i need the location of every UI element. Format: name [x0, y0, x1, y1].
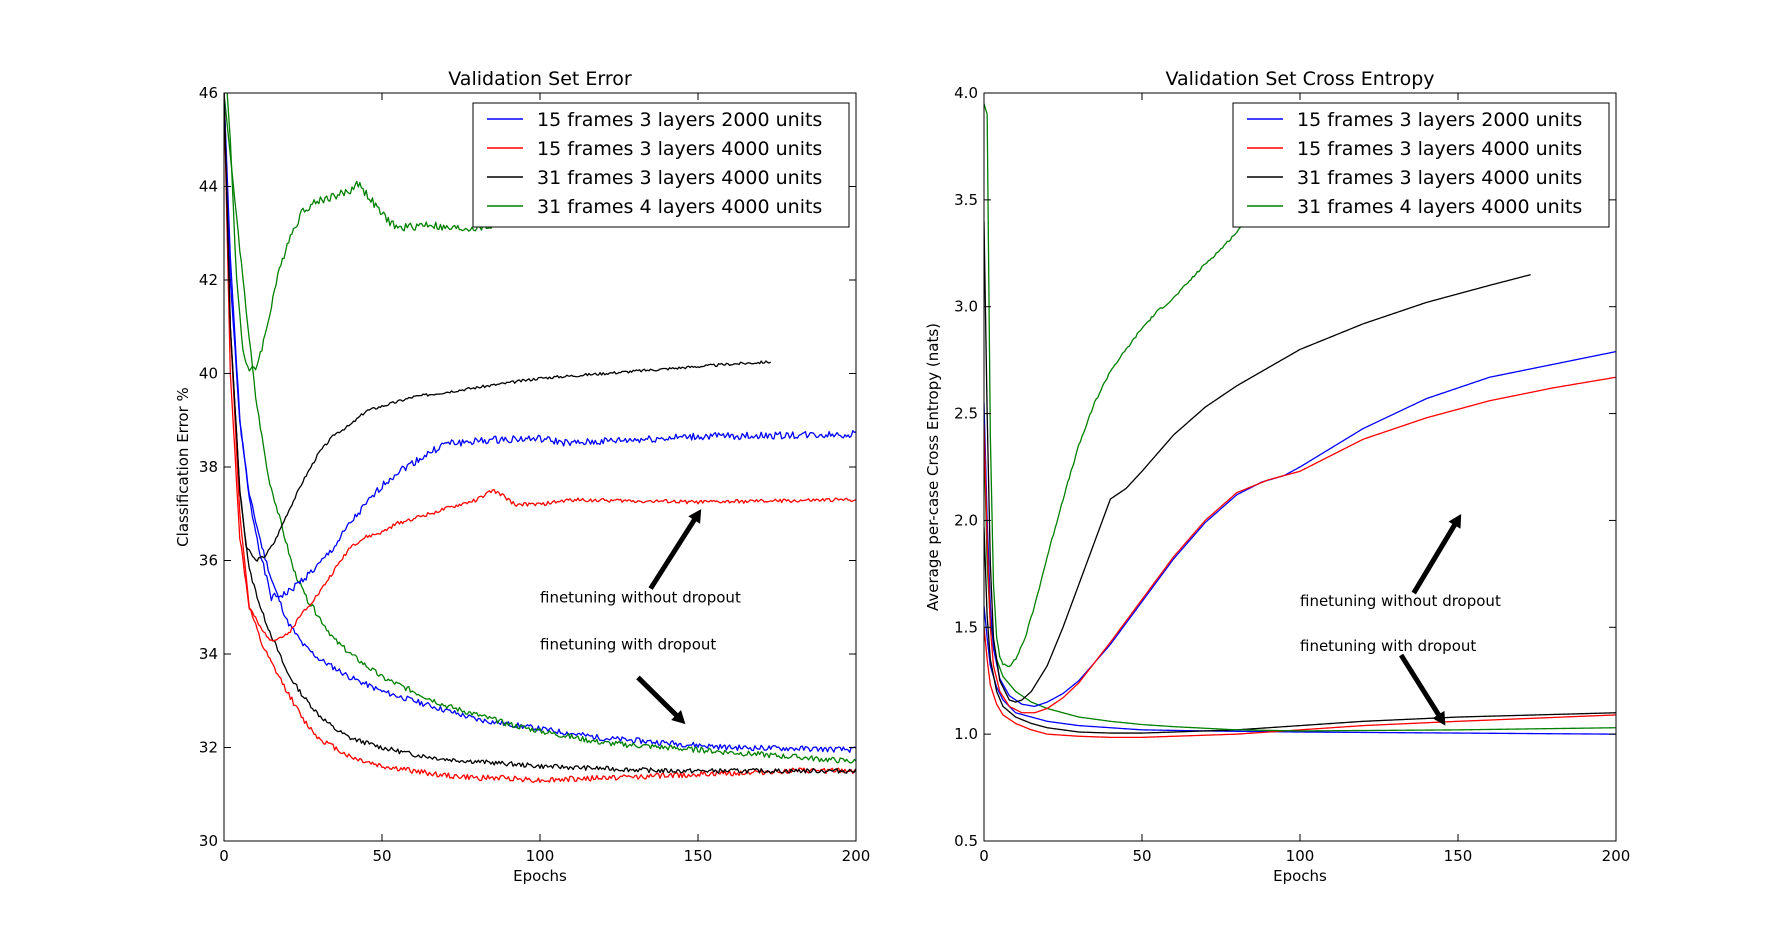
- legend-entry-15-frames-3-layers-4000-units: 15 frames 3 layers 4000 units: [537, 138, 822, 160]
- annotation-finetuning-with-dropout: finetuning with dropout: [540, 635, 716, 653]
- dropout-series-line-31-frames-4-layers-4000-units-dropout: [224, 93, 856, 764]
- y-tick-label: 32: [199, 739, 218, 757]
- y-tick-label: 1.5: [954, 618, 978, 636]
- dropout-series-line-15-frames-3-layers-4000-units-dropout: [224, 93, 856, 783]
- y-tick-label: 0.5: [954, 832, 978, 850]
- y-tick-label: 34: [199, 645, 218, 663]
- chart-title: Validation Set Cross Entropy: [1165, 68, 1434, 90]
- x-tick-label: 200: [1602, 847, 1631, 865]
- x-tick-label: 0: [979, 847, 989, 865]
- legend-entry-31-frames-3-layers-4000-units: 31 frames 3 layers 4000 units: [537, 167, 822, 189]
- y-tick-label: 30: [199, 832, 218, 850]
- y-axis-label: Average per-case Cross Entropy (nats): [924, 323, 942, 611]
- x-tick-label: 0: [219, 847, 229, 865]
- legend-entry-31-frames-4-layers-4000-units: 31 frames 4 layers 4000 units: [1297, 196, 1582, 218]
- legend: 15 frames 3 layers 2000 units 15 frames 3…: [472, 102, 850, 228]
- x-tick-label: 50: [372, 847, 391, 865]
- legend-box: [472, 102, 850, 228]
- annotation-finetuning-without-dropout: finetuning without dropout: [540, 589, 741, 607]
- x-tick-label: 100: [526, 847, 555, 865]
- series-line-15-frames-3-layers-2000-units: [224, 93, 856, 602]
- y-tick-label: 4.0: [954, 84, 978, 102]
- legend-entry-15-frames-3-layers-2000-units: 15 frames 3 layers 2000 units: [1297, 109, 1582, 131]
- dropout-series-line-15-frames-3-layers-2000-units-dropout: [224, 93, 856, 753]
- legend-entry-31-frames-3-layers-4000-units: 31 frames 3 layers 4000 units: [1297, 167, 1582, 189]
- annotation-arrow: [636, 675, 686, 725]
- legend: 15 frames 3 layers 2000 units 15 frames 3…: [1232, 102, 1610, 228]
- series-line-15-frames-3-layers-4000-units: [224, 93, 856, 642]
- y-axis-label: Classification Error %: [174, 387, 192, 547]
- annotation-arrow: [648, 509, 702, 590]
- annotation-finetuning-with-dropout: finetuning with dropout: [1300, 637, 1476, 655]
- dropout-series-line-31-frames-3-layers-4000-units-dropout: [224, 93, 856, 774]
- y-tick-label: 3.5: [954, 191, 978, 209]
- chart-title: Validation Set Error: [448, 68, 632, 90]
- y-tick-label: 1.0: [954, 725, 978, 743]
- cross-entropy-chart-panel: 0 50 100 150 200 0.5 1.0 1.5 2.0 2.5 3.0 3.5 4.0 Vali…: [924, 68, 1630, 885]
- y-tick-label: 44: [199, 178, 218, 196]
- x-tick-label: 200: [842, 847, 871, 865]
- x-axis-label: Epochs: [513, 867, 567, 885]
- plot-area: [984, 103, 1616, 738]
- error-chart-panel: 0 50 100 150 200 30 32 34 36 38 40 42 44 46 Validation…: [174, 68, 871, 885]
- legend-entry-15-frames-3-layers-2000-units: 15 frames 3 layers 2000 units: [537, 109, 822, 131]
- y-tick-label: 38: [199, 458, 218, 476]
- y-tick-label: 40: [199, 365, 218, 383]
- x-axis-label: Epochs: [1273, 867, 1327, 885]
- dropout-series-line-15-frames-3-layers-4000-units-dropout: [984, 627, 1616, 738]
- y-tick-label: 46: [199, 84, 218, 102]
- series-line-31-frames-4-layers-4000-units: [226, 93, 494, 372]
- y-tick-label: 36: [199, 552, 218, 570]
- annotation-finetuning-without-dropout: finetuning without dropout: [1300, 592, 1501, 610]
- y-tick-label: 3.0: [954, 298, 978, 316]
- x-tick-label: 50: [1132, 847, 1151, 865]
- series-line-15-frames-3-layers-4000-units: [984, 376, 1616, 714]
- x-tick-label: 150: [1444, 847, 1473, 865]
- dropout-series-line-31-frames-3-layers-4000-units-dropout: [984, 526, 1616, 734]
- series-line-31-frames-4-layers-4000-units: [984, 103, 1254, 668]
- x-tick-label: 150: [684, 847, 713, 865]
- y-tick-label: 2.5: [954, 405, 978, 423]
- series-line-31-frames-3-layers-4000-units: [984, 221, 1531, 703]
- legend-entry-31-frames-4-layers-4000-units: 31 frames 4 layers 4000 units: [537, 196, 822, 218]
- series-line-31-frames-3-layers-4000-units: [224, 93, 772, 562]
- plot-area: [224, 93, 856, 783]
- annotation-arrow: [1411, 514, 1462, 595]
- dropout-series-line-15-frames-3-layers-2000-units-dropout: [984, 605, 1616, 735]
- legend-box: [1232, 102, 1610, 228]
- x-tick-label: 100: [1286, 847, 1315, 865]
- y-tick-label: 2.0: [954, 511, 978, 529]
- dropout-series-line-31-frames-4-layers-4000-units-dropout: [984, 434, 1616, 732]
- annotation-arrow: [1399, 653, 1446, 726]
- y-tick-label: 42: [199, 271, 218, 289]
- legend-entry-15-frames-3-layers-4000-units: 15 frames 3 layers 4000 units: [1297, 138, 1582, 160]
